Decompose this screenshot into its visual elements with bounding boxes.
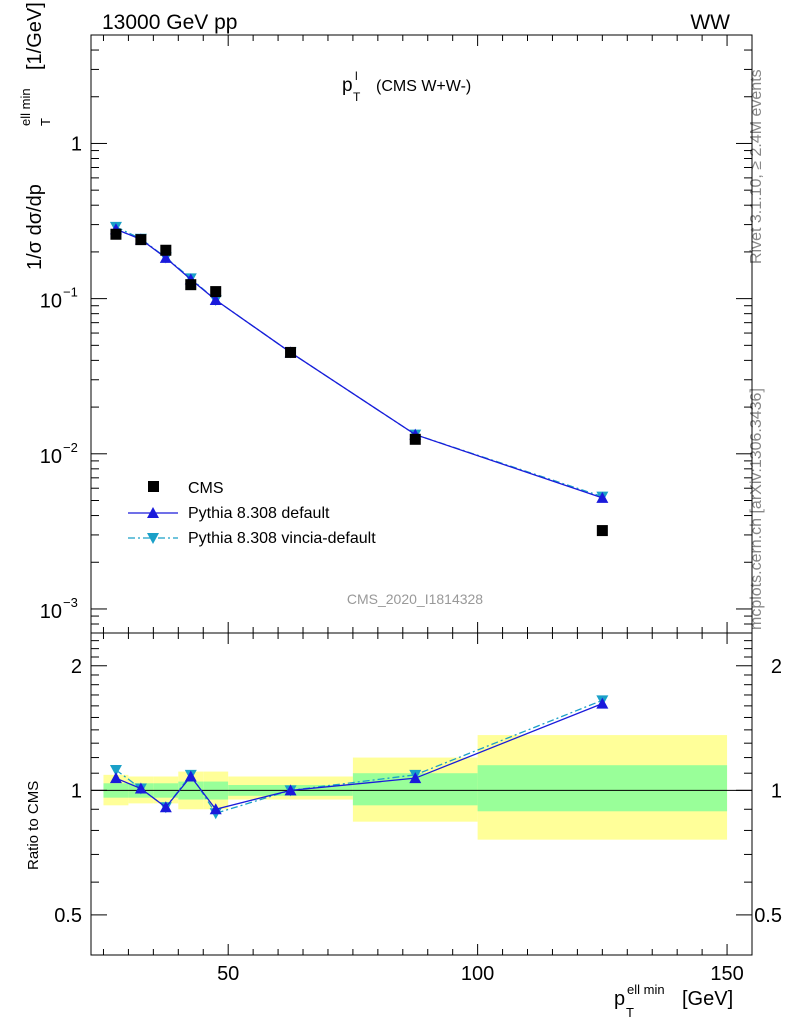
main-y-tick-exp-2: −1 xyxy=(63,285,78,300)
svg-text:T: T xyxy=(38,118,53,126)
x-tick-label-150: 150 xyxy=(710,963,743,985)
ratio-default-point-1 xyxy=(134,782,147,794)
ratio-default-point-2 xyxy=(159,801,172,813)
x-tick-label-50: 50 xyxy=(217,963,239,985)
ratio-default-point-3 xyxy=(184,770,197,782)
x-axis-label: p T ell min [GeV] xyxy=(614,982,733,1020)
ylabel-unit: [1/GeV] xyxy=(24,2,46,70)
svg-text:T: T xyxy=(626,1005,634,1020)
ratio-y-axis-label: Ratio to CMS xyxy=(25,781,42,870)
ratio-default-point-5 xyxy=(284,784,297,796)
svg-text:(CMS W+W-): (CMS W+W-) xyxy=(376,78,471,95)
main-cms-point-3 xyxy=(185,279,197,291)
svg-text:p: p xyxy=(342,75,353,96)
xlabel-unit: [GeV] xyxy=(682,988,733,1010)
ratio-default-point-4 xyxy=(209,803,222,815)
main-default-point-4 xyxy=(209,293,222,305)
main-default-point-2 xyxy=(159,251,172,263)
ratio-y-tick-label-left-1: 1 xyxy=(71,780,82,802)
main-cms-point-4 xyxy=(210,286,222,298)
ratio-y-tick-label-right-2: 2 xyxy=(771,656,782,678)
xlabel-sup: ell min xyxy=(627,982,665,997)
xlabel-main: p xyxy=(614,988,625,1010)
ratio-vincia-point-0 xyxy=(109,764,122,776)
main-y-tick-label-0: 10 xyxy=(40,601,62,623)
main-cms-point-0 xyxy=(110,228,122,240)
title-sub: T xyxy=(353,90,361,104)
svg-text:1/σ dσ/dp: 1/σ dσ/dp xyxy=(24,184,46,270)
main-y-tick-exp-0: −3 xyxy=(63,595,78,610)
main-y-tick-label-3: 1 xyxy=(71,133,82,155)
legend-default-label: Pythia 8.308 default xyxy=(188,505,330,522)
ratio-y-tick-label-right-0: 0.5 xyxy=(754,905,782,927)
ratio-y-tick-label-left-0: 0.5 xyxy=(54,905,82,927)
main-y-tick-label-2: 10 xyxy=(40,291,62,313)
main-y-tick-label-1: 10 xyxy=(40,446,62,468)
svg-text:ell min: ell min xyxy=(18,88,33,126)
ratio-default-point-6 xyxy=(409,772,422,784)
main-y-axis-label: 1/σ dσ/dp T ell min [1/GeV] xyxy=(18,2,53,270)
svg-text:[GeV]: [GeV] xyxy=(682,988,733,1010)
main-cms-point-6 xyxy=(409,433,421,445)
main-cms-point-1 xyxy=(135,234,147,246)
header-process: WW xyxy=(690,11,730,34)
main-default-point-7 xyxy=(596,491,609,503)
main-cms-point-7 xyxy=(596,525,608,537)
ylabel-main: 1/σ dσ/dp xyxy=(24,184,46,270)
main-y-tick-exp-1: −2 xyxy=(63,440,78,455)
ratio-y-tick-label-right-1: 1 xyxy=(771,780,782,802)
side-mcplots-label: mcplots.cern.ch [arXiv:1306.3436] xyxy=(748,388,765,630)
ratio-default-point-0 xyxy=(109,772,122,784)
band-inner-7 xyxy=(477,765,728,812)
ylabel-sup: ell min xyxy=(18,88,33,126)
data-series xyxy=(109,221,609,820)
header-energy: 13000 GeV pp xyxy=(102,11,237,34)
ylabel-sub: T xyxy=(38,118,53,126)
ratio-y-tick-label-left-2: 2 xyxy=(71,656,82,678)
legend: CMS Pythia 8.308 default Pythia 8.308 vi… xyxy=(128,480,376,547)
svg-text:l: l xyxy=(355,69,358,83)
main-title: p l T (CMS W+W-) xyxy=(342,69,471,104)
xlabel-sub: T xyxy=(626,1005,634,1020)
side-rivet-label: Rivet 3.1.10, ≥ 2.4M events xyxy=(748,69,765,264)
analysis-watermark: CMS_2020_I1814328 xyxy=(347,591,483,607)
legend-cms-marker xyxy=(148,481,159,492)
title-sup: l xyxy=(355,69,358,83)
svg-text:T: T xyxy=(353,90,361,104)
title-main: p xyxy=(342,75,353,96)
svg-text:[1/GeV]: [1/GeV] xyxy=(24,2,46,70)
legend-vincia-marker xyxy=(147,533,159,544)
title-rest: (CMS W+W-) xyxy=(376,78,471,95)
svg-text:ell min: ell min xyxy=(627,982,665,997)
ratio-default-point-7 xyxy=(596,697,609,709)
x-tick-label-100: 100 xyxy=(461,963,494,985)
main-cms-point-2 xyxy=(160,244,172,256)
legend-cms-label: CMS xyxy=(188,480,224,497)
legend-default-marker xyxy=(147,507,159,518)
main-cms-point-5 xyxy=(285,346,297,358)
ratio-plot-frame xyxy=(90,632,753,956)
legend-vincia-label: Pythia 8.308 vincia-default xyxy=(188,530,376,547)
svg-text:p: p xyxy=(614,988,625,1010)
